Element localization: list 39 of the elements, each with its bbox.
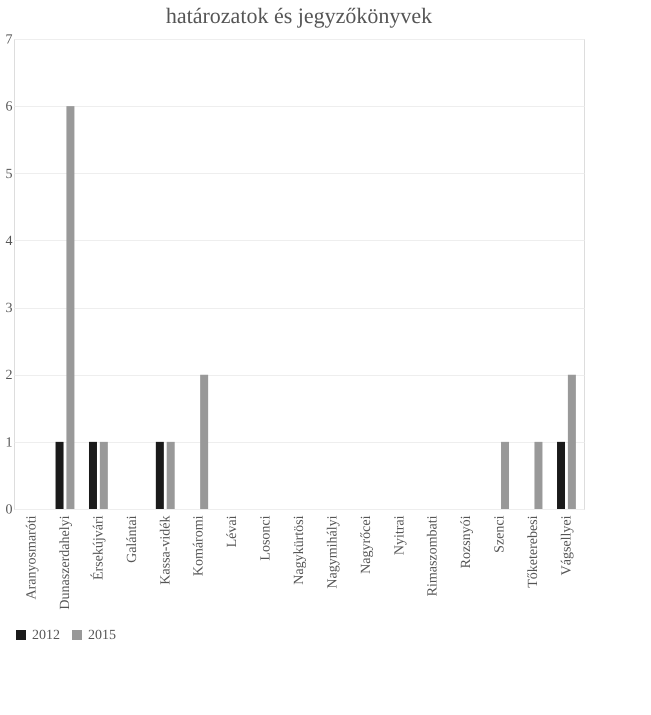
x-tick-label: Rimaszombati xyxy=(426,515,441,596)
x-tick-label: Losonci xyxy=(258,515,274,561)
bar xyxy=(56,442,64,509)
x-tick-label: Nyitrai xyxy=(392,515,408,556)
y-tick-label: 2 xyxy=(6,368,12,384)
bar xyxy=(568,374,576,509)
x-tick-label: Lévai xyxy=(225,515,240,548)
legend-label: 2015 xyxy=(88,628,116,643)
bar xyxy=(88,442,97,509)
x-tick-label: Érsekújvári xyxy=(89,515,106,580)
x-tick-label: Aranyosmaróti xyxy=(24,515,40,600)
y-tick-label: 0 xyxy=(6,502,12,518)
bar xyxy=(66,106,74,509)
y-tick-label: 4 xyxy=(6,234,12,249)
x-tick-label: Dunaszerdahelyi xyxy=(58,515,73,610)
bar xyxy=(100,442,108,509)
y-tick-label: 5 xyxy=(6,166,12,182)
bar xyxy=(166,442,175,509)
y-tick-label: 1 xyxy=(6,435,12,450)
bar xyxy=(534,442,542,509)
x-tick-label: Tőketerebesi xyxy=(526,515,542,588)
x-tick-label: Nagykürtösi xyxy=(292,515,307,585)
bar xyxy=(200,374,208,509)
x-tick-label: Szenci xyxy=(492,515,508,553)
x-tick-label: Rozsnyói xyxy=(459,515,474,568)
x-tick-label: Nagymihályi xyxy=(325,515,340,589)
y-tick-label: 7 xyxy=(6,32,12,48)
bar xyxy=(557,442,566,509)
x-tick-label: Komáromi xyxy=(192,515,207,576)
bar xyxy=(501,442,510,509)
legend-label: 2012 xyxy=(32,628,60,643)
y-tick-label: 3 xyxy=(6,301,12,316)
y-tick-label: 6 xyxy=(6,100,12,115)
x-tick-label: Galántai xyxy=(124,515,140,563)
x-tick-label: Kassa-vidék xyxy=(158,516,174,585)
x-tick-label: Vágsellyei xyxy=(559,515,574,576)
chart-title: határozatok és jegyzőkönyvek xyxy=(166,3,432,28)
x-tick-label: Nagyrőcei xyxy=(358,515,374,574)
bar xyxy=(156,442,164,509)
